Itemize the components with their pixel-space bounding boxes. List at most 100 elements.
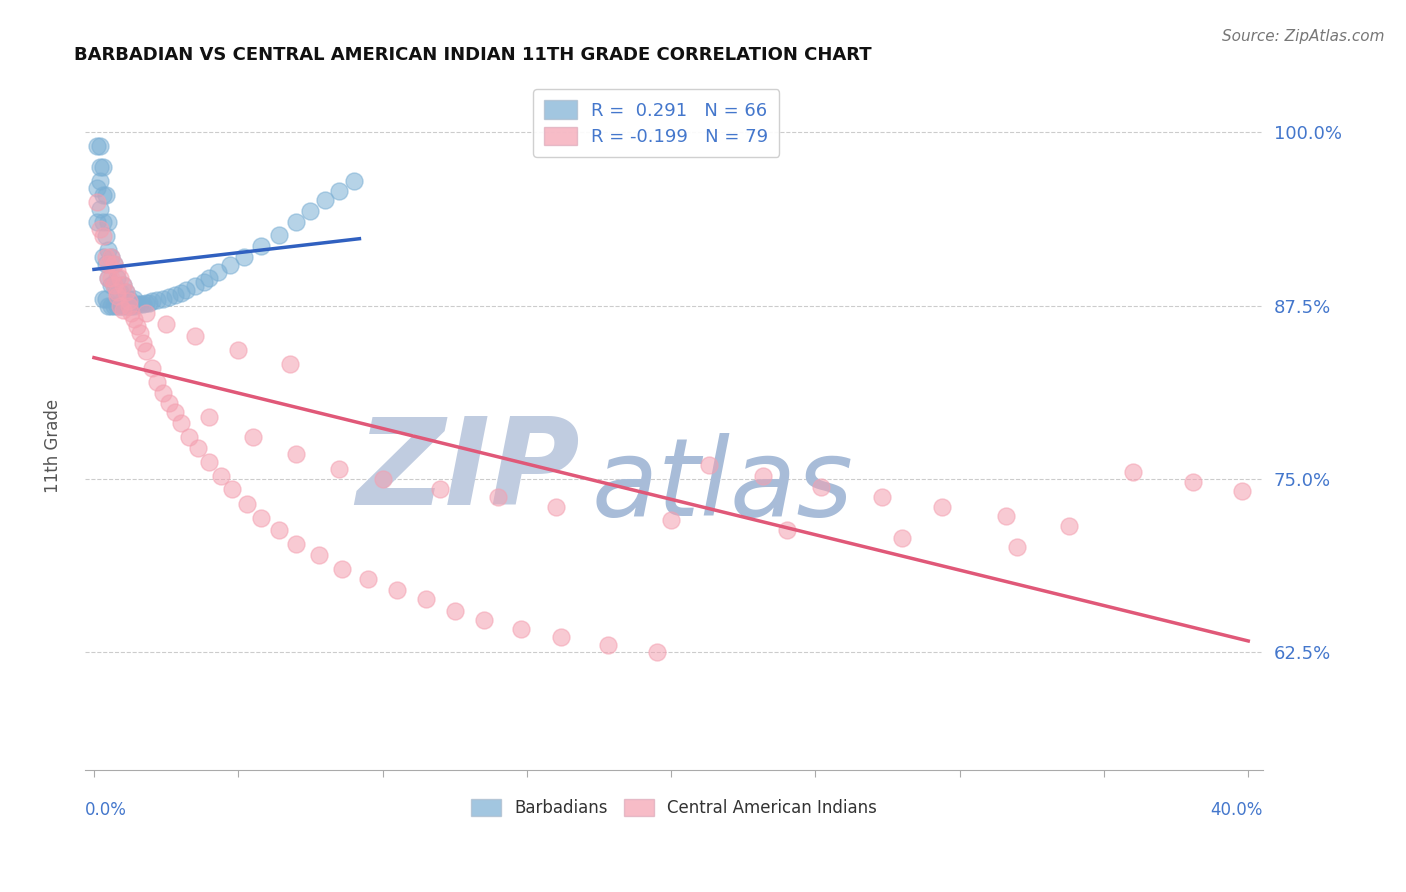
- Point: [121, 305, 143, 319]
- Point: [135, 305, 157, 319]
- Point: [100, 299, 122, 313]
- Point: [132, 336, 155, 351]
- Point: [89, 202, 111, 216]
- Point: [111, 299, 134, 313]
- Point: [218, 259, 240, 273]
- Point: [129, 297, 152, 311]
- Point: [103, 257, 125, 271]
- Point: [415, 592, 437, 607]
- Point: [100, 250, 122, 264]
- Point: [91, 187, 114, 202]
- Point: [752, 469, 775, 483]
- Point: [117, 299, 139, 313]
- Point: [250, 239, 273, 253]
- Legend: Barbadians, Central American Indians: Barbadians, Central American Indians: [464, 793, 884, 824]
- Point: [308, 548, 330, 562]
- Point: [135, 344, 157, 359]
- Point: [645, 645, 668, 659]
- Point: [221, 482, 243, 496]
- Point: [198, 409, 221, 424]
- Point: [385, 582, 408, 597]
- Point: [343, 174, 366, 188]
- Point: [103, 257, 125, 271]
- Point: [284, 215, 307, 229]
- Point: [176, 284, 198, 298]
- Point: [111, 277, 134, 292]
- Point: [94, 250, 117, 264]
- Point: [94, 257, 117, 271]
- Point: [111, 302, 134, 317]
- Point: [242, 430, 264, 444]
- Point: [284, 447, 307, 461]
- Point: [86, 215, 108, 229]
- Point: [357, 572, 380, 586]
- Point: [117, 299, 139, 313]
- Point: [155, 317, 177, 331]
- Point: [931, 500, 953, 514]
- Point: [127, 297, 149, 311]
- Point: [1182, 475, 1205, 489]
- Point: [152, 386, 174, 401]
- Point: [114, 299, 136, 313]
- Point: [91, 160, 114, 174]
- Point: [97, 215, 120, 229]
- Point: [100, 277, 122, 292]
- Point: [124, 312, 146, 326]
- Point: [596, 638, 619, 652]
- Point: [94, 229, 117, 244]
- Point: [198, 455, 221, 469]
- Point: [141, 361, 163, 376]
- Point: [91, 229, 114, 244]
- Point: [105, 285, 128, 299]
- Point: [163, 405, 186, 419]
- Point: [86, 194, 108, 209]
- Point: [236, 497, 259, 511]
- Point: [659, 513, 682, 527]
- Point: [129, 326, 152, 341]
- Point: [198, 271, 221, 285]
- Point: [184, 329, 207, 343]
- Point: [510, 622, 533, 636]
- Point: [108, 285, 131, 299]
- Point: [89, 222, 111, 236]
- Point: [108, 299, 131, 313]
- Point: [121, 299, 143, 313]
- Point: [105, 289, 128, 303]
- Point: [267, 523, 290, 537]
- Point: [443, 604, 465, 618]
- Point: [91, 292, 114, 306]
- Point: [89, 174, 111, 188]
- Point: [86, 139, 108, 153]
- Point: [124, 292, 146, 306]
- Point: [544, 500, 567, 514]
- Point: [94, 292, 117, 306]
- Text: 40.0%: 40.0%: [1211, 801, 1263, 819]
- Point: [105, 271, 128, 285]
- Point: [299, 204, 322, 219]
- Point: [1122, 465, 1144, 479]
- Point: [124, 299, 146, 313]
- Point: [184, 279, 207, 293]
- Point: [209, 469, 232, 483]
- Point: [278, 357, 301, 371]
- Point: [141, 294, 163, 309]
- Point: [1232, 484, 1254, 499]
- Point: [97, 257, 120, 271]
- Point: [117, 294, 139, 309]
- Text: 0.0%: 0.0%: [86, 801, 127, 819]
- Point: [891, 532, 914, 546]
- Point: [330, 562, 353, 576]
- Point: [97, 271, 120, 285]
- Point: [114, 285, 136, 299]
- Point: [152, 292, 174, 306]
- Point: [169, 417, 191, 431]
- Point: [775, 523, 797, 537]
- Point: [328, 184, 350, 198]
- Point: [429, 482, 451, 496]
- Point: [97, 299, 120, 313]
- Point: [697, 458, 720, 472]
- Point: [179, 430, 201, 444]
- Text: atlas: atlas: [592, 434, 853, 539]
- Point: [111, 277, 134, 292]
- Point: [207, 265, 229, 279]
